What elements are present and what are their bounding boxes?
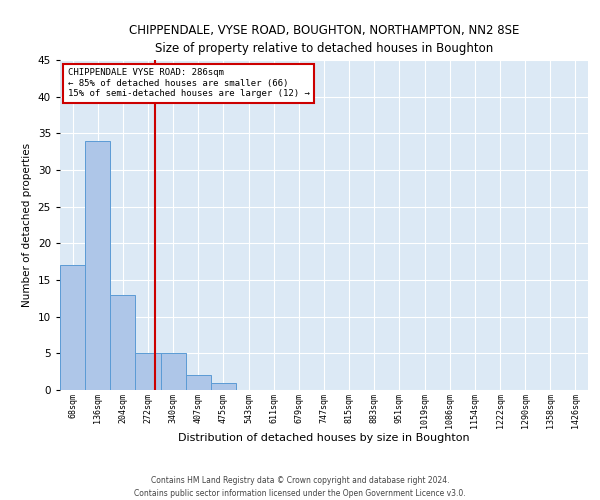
Text: CHIPPENDALE VYSE ROAD: 286sqm
← 85% of detached houses are smaller (66)
15% of s: CHIPPENDALE VYSE ROAD: 286sqm ← 85% of d… — [68, 68, 310, 98]
Bar — [85, 140, 110, 390]
Bar — [60, 266, 85, 390]
X-axis label: Distribution of detached houses by size in Boughton: Distribution of detached houses by size … — [178, 434, 470, 444]
Title: CHIPPENDALE, VYSE ROAD, BOUGHTON, NORTHAMPTON, NN2 8SE
Size of property relative: CHIPPENDALE, VYSE ROAD, BOUGHTON, NORTHA… — [129, 24, 519, 54]
Bar — [211, 382, 236, 390]
Bar — [161, 354, 186, 390]
Text: Contains HM Land Registry data © Crown copyright and database right 2024.
Contai: Contains HM Land Registry data © Crown c… — [134, 476, 466, 498]
Y-axis label: Number of detached properties: Number of detached properties — [22, 143, 32, 307]
Bar — [136, 354, 161, 390]
Bar — [186, 376, 211, 390]
Bar — [110, 294, 136, 390]
